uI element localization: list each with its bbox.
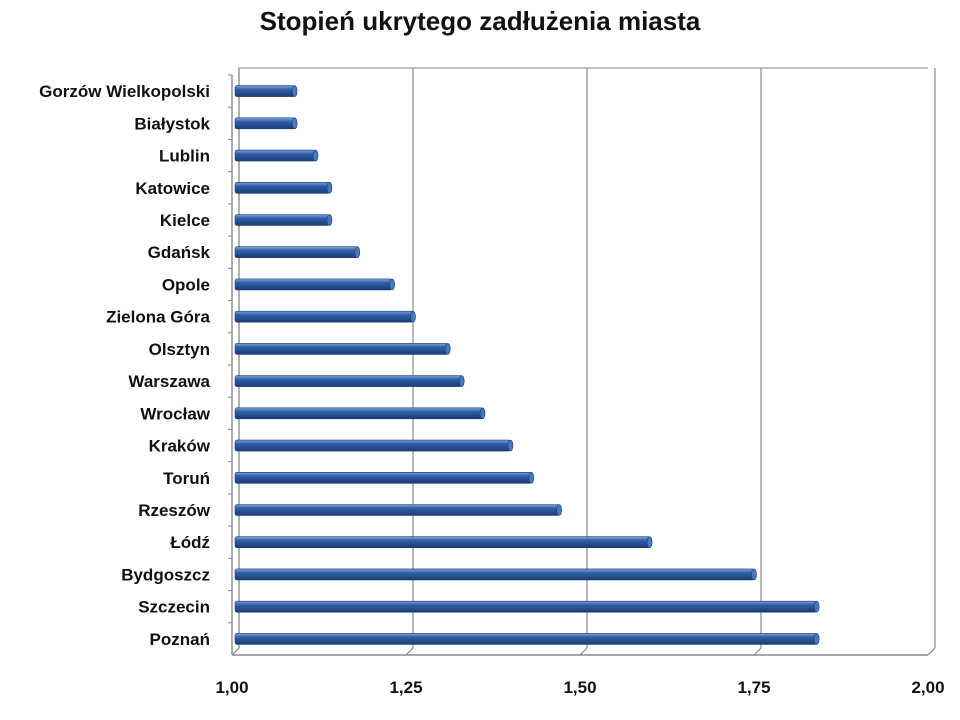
category-label: Poznań [150,630,210,649]
bar [234,278,393,291]
bar [234,633,817,645]
bar [234,246,358,259]
category-label: Gorzów Wielkopolski [39,82,210,101]
bar [234,181,330,194]
category-label: Olsztyn [149,340,210,359]
gridline-floor-connector [231,647,240,656]
bar-end-cap [444,343,451,355]
category-label: Bydgoszcz [121,565,210,584]
category-label: Katowice [135,179,210,198]
bar-end-cap [813,600,820,613]
category-label: Rzeszów [138,501,211,520]
bar-end-cap [528,471,535,484]
bar-end-cap [326,181,333,194]
bar [234,439,511,452]
category-label: Toruń [163,469,210,488]
category-label: Opole [162,275,210,294]
x-tick-label: 1,00 [215,678,248,697]
bar [234,536,650,549]
bar [234,214,330,226]
category-label: Białystok [134,114,210,133]
bar-end-cap [479,407,486,420]
plot-back-wall [231,67,928,656]
category-label: Warszawa [128,372,210,391]
bar-end-cap [458,375,465,387]
bar-end-cap [326,214,333,226]
gridline-floor-connector [579,647,588,656]
chart-title: Stopień ukrytego zadłużenia miasta [259,6,701,36]
category-label: Kielce [160,211,210,230]
x-tick-label: 2,00 [911,678,944,697]
bar [234,149,316,162]
x-tick-label: 1,50 [563,678,596,697]
bar [234,343,449,355]
bar-end-cap [312,149,319,162]
bar-end-cap [291,117,298,130]
bar [234,568,755,581]
bar [234,117,295,130]
bar-end-cap [410,310,416,323]
x-tick-label: 1,25 [389,678,422,697]
bar-end-cap [291,85,298,97]
bar-end-cap [354,246,361,259]
category-label: Zielona Góra [106,308,210,327]
bar-end-cap [389,278,395,291]
category-label: Lublin [159,147,210,166]
gridline-floor-connector [927,647,936,656]
category-label: Wrocław [140,404,210,423]
category-label: Szczecin [138,598,210,617]
gridline-floor-connector [405,647,414,656]
bar [234,600,817,613]
category-label: Gdańsk [148,243,211,262]
bar-end-cap [507,439,514,452]
bar [234,471,532,484]
bar [234,375,462,387]
category-label: Kraków [149,437,211,456]
bar [234,407,483,420]
bar-end-cap [751,568,757,581]
bar [234,85,295,97]
bar-end-cap [813,633,820,645]
gridline-floor-connector [753,647,762,656]
bar-end-cap [646,536,653,549]
bar [234,504,560,516]
bar-end-cap [556,504,562,516]
bar [234,310,414,323]
x-tick-label: 1,75 [737,678,770,697]
category-label: Łódź [170,533,210,552]
